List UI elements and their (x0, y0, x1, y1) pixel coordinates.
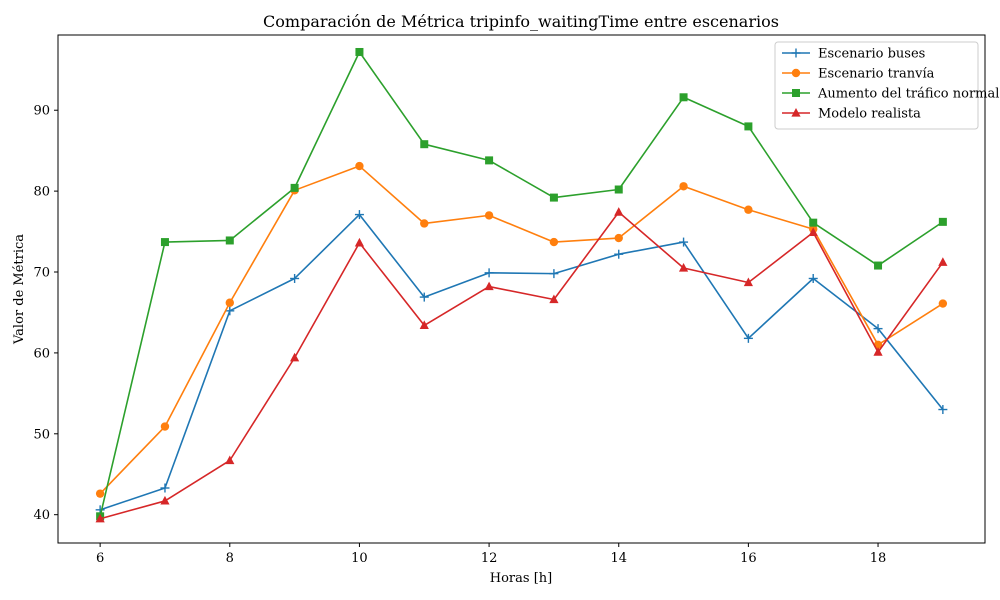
data-point (354, 210, 364, 220)
x-tick-label: 12 (481, 551, 498, 566)
data-point (743, 333, 753, 343)
data-point (614, 249, 624, 259)
data-point (160, 238, 169, 247)
data-point (549, 269, 559, 279)
x-tick-label: 14 (610, 551, 627, 566)
y-tick-label: 70 (33, 266, 50, 281)
y-axis: 40 50 60 70 80 90 (33, 104, 58, 523)
data-point (938, 257, 948, 266)
x-axis-label: Horas [h] (490, 571, 552, 586)
data-point (549, 193, 558, 202)
legend-swatch-marker (791, 68, 801, 78)
legend-swatch-marker (791, 108, 801, 117)
series-3 (96, 47, 947, 521)
data-point (160, 495, 170, 505)
data-point (938, 405, 948, 415)
legend-item: Aumento del tráfico normal (782, 87, 999, 102)
data-point (678, 262, 689, 272)
data-point (419, 292, 429, 302)
y-tick-label: 90 (33, 104, 50, 119)
data-point (95, 513, 105, 523)
legend-label: Escenario buses (818, 47, 925, 62)
series-line (99, 165, 944, 495)
y-tick-label: 50 (33, 427, 50, 442)
data-point (225, 236, 234, 245)
data-point (290, 352, 300, 362)
data-point (355, 47, 364, 56)
data-point (225, 306, 235, 316)
data-point (614, 185, 623, 194)
data-point (420, 140, 429, 149)
x-tick-label: 8 (226, 551, 234, 566)
data-point (874, 261, 883, 270)
data-point (95, 489, 105, 498)
data-point (809, 218, 818, 227)
series-4 (95, 207, 948, 523)
data-point (808, 273, 818, 283)
chart-title: Comparación de Métrica tripinfo_waitingT… (263, 12, 779, 31)
legend-label: Aumento del tráfico normal (817, 87, 999, 102)
y-tick-label: 80 (33, 185, 50, 200)
data-point (549, 294, 559, 304)
legend-swatch-marker (791, 48, 801, 58)
x-tick-label: 16 (740, 551, 757, 566)
series-line (99, 211, 944, 520)
data-point (484, 211, 494, 220)
data-point (160, 483, 170, 493)
series-line (99, 213, 944, 511)
data-point (679, 182, 688, 191)
data-point (484, 268, 494, 278)
data-point (744, 122, 753, 131)
data-point (290, 183, 299, 192)
data-point (743, 277, 753, 287)
series-layer (95, 47, 948, 523)
data-point (354, 237, 365, 247)
legend-label: Escenario tranvía (818, 67, 935, 82)
plot-frame (57, 34, 986, 544)
legend: Escenario buses Escenario tranvía Aumento … (774, 41, 999, 130)
x-tick-label: 6 (96, 551, 104, 566)
data-point (290, 273, 300, 283)
data-point (419, 320, 429, 330)
data-point (614, 233, 623, 243)
data-point (744, 205, 753, 214)
data-point (420, 219, 429, 228)
data-point (160, 422, 170, 431)
series-line (99, 51, 944, 517)
legend-item: Escenario buses (782, 47, 925, 62)
legend-item: Modelo realista (782, 107, 921, 122)
x-axis: 6 8 10 12 14 16 18 (96, 543, 886, 566)
legend-box (774, 41, 979, 130)
data-point (484, 281, 494, 291)
data-point (355, 161, 364, 171)
x-tick-label: 18 (870, 551, 887, 566)
data-point (679, 93, 688, 102)
data-point (873, 347, 883, 356)
y-tick-label: 40 (33, 508, 50, 523)
data-point (679, 237, 689, 247)
data-point (938, 299, 948, 308)
data-point (485, 156, 494, 165)
legend-swatch-marker (792, 89, 800, 97)
data-point (938, 217, 947, 226)
x-tick-label: 10 (351, 551, 368, 566)
data-point (225, 298, 234, 307)
data-point (225, 455, 235, 465)
data-point (808, 227, 818, 236)
data-point (614, 207, 624, 216)
legend-item: Escenario tranvía (782, 67, 935, 82)
y-tick-label: 60 (33, 346, 50, 361)
data-point (549, 237, 559, 247)
data-point (873, 324, 883, 334)
legend-label: Modelo realista (818, 107, 921, 122)
y-axis-label: Valor de Métrica (12, 234, 27, 345)
